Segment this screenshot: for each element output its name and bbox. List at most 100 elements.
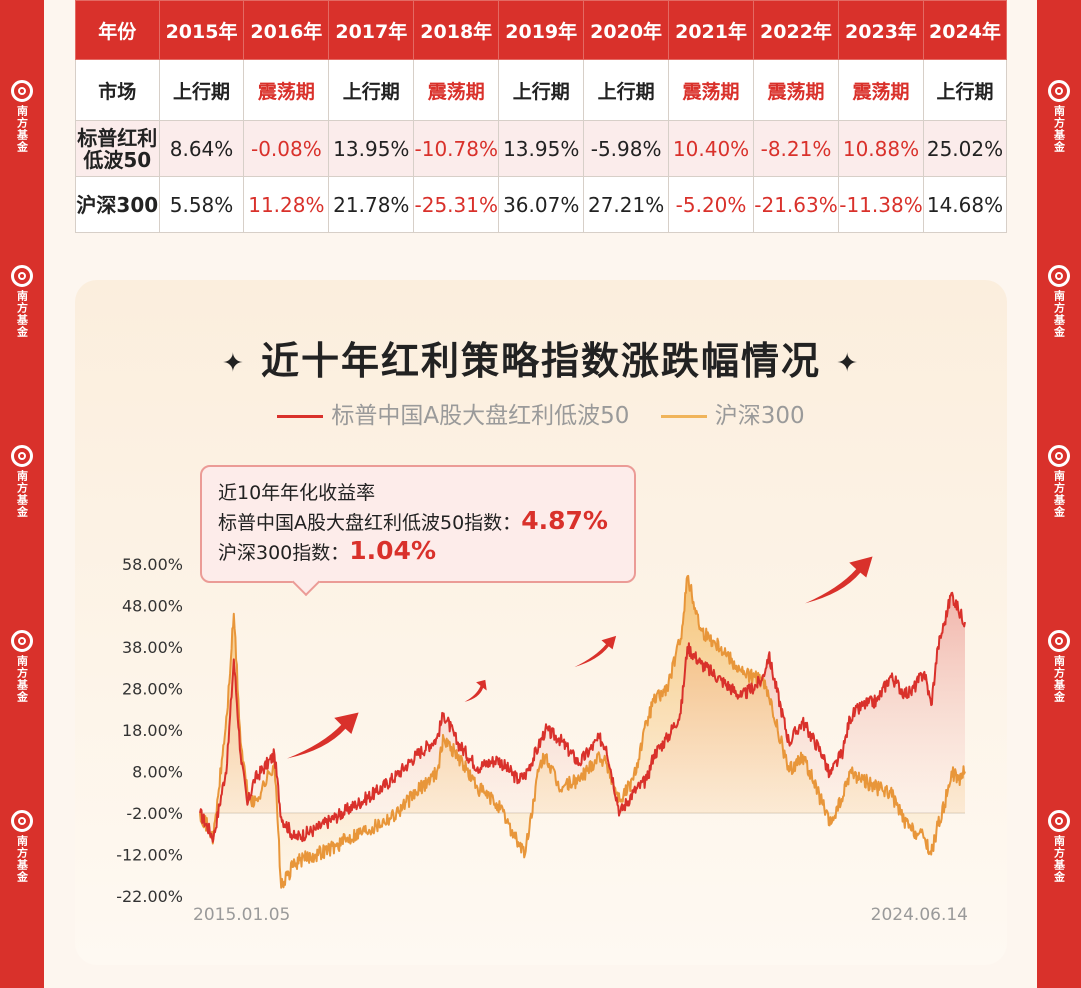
table-cell: 11.28% [243,176,330,233]
table-cell: -10.78% [413,120,500,177]
table-cell: 13.95% [498,120,585,177]
table-header-cell: 2021年 [668,0,754,60]
brand-logo-icon [11,810,33,832]
table-cell: 13.95% [328,120,415,177]
row-label: 市场 [75,59,160,121]
brand-logo-icon [1048,810,1070,832]
brand-logo-icon [11,80,33,102]
csi300-series-line [199,574,966,889]
table-header-cell: 2022年 [753,0,839,60]
table-cell: 5.58% [158,176,245,233]
brand-mark: 南方基金 [4,810,40,883]
x-start-label: 2015.01.05 [193,905,290,925]
table-cell: 36.07% [498,176,585,233]
table-cell: 10.40% [668,120,754,177]
chart-card [75,280,1007,965]
trend-arrow-icon [287,712,359,759]
table-header-cell: 2023年 [837,0,924,60]
legend-swatch [660,415,707,418]
sparkle-icon: ✦ [836,348,861,379]
table-cell: 8.64% [158,120,245,177]
chart-title: ✦ 近十年红利策略指数涨跌幅情况 ✦ [75,330,1007,385]
brand-mark: 南方基金 [4,265,40,338]
table-cell: 上行期 [158,59,245,121]
table-cell: -25.31% [413,176,500,233]
table-header-cell: 年份 [75,0,160,60]
callout-dividend-line: 标普中国A股大盘红利低波50指数：4.87% [218,506,608,535]
left-brand-strip: 南方基金 南方基金 南方基金 南方基金 南方基金 [0,0,44,988]
trend-arrow-shape [574,635,617,668]
trend-arrow-icon [805,556,873,604]
brand-mark: 南方基金 [4,80,40,153]
legend-item: 沪深300 [660,396,805,430]
table-cell: 上行期 [583,59,670,121]
table-cell: 上行期 [328,59,415,121]
y-tick-label: 8.00% [132,763,183,782]
y-tick-label: 48.00% [122,597,183,616]
right-brand-strip: 南方基金 南方基金 南方基金 南方基金 南方基金 [1037,0,1081,988]
y-tick-label: -2.00% [126,804,183,823]
row-label: 标普红利 低波50 [75,120,160,177]
table-cell: 上行期 [498,59,585,121]
table-header-cell: 2017年 [328,0,415,60]
brand-mark: 南方基金 [1041,445,1077,518]
brand-mark: 南方基金 [1041,810,1077,883]
chart-legend: 标普中国A股大盘红利低波50 沪深300 [75,396,1007,430]
legend-label: 沪深300 [714,403,805,429]
callout-heading: 近10年年化收益率 [218,482,376,504]
table-row: 标普红利 低波50 8.64% -0.08% 13.95% -10.78% 13.… [75,120,1008,177]
table-cell: -11.38% [837,176,924,233]
trend-arrow-shape [805,556,873,604]
y-tick-label: 28.00% [122,680,183,699]
table-cell: 25.02% [922,120,1008,177]
table-cell: 21.78% [328,176,415,233]
table-header-cell: 2019年 [498,0,585,60]
table-header-cell: 2016年 [243,0,330,60]
sparkle-icon: ✦ [221,348,246,379]
csi300-annual-return: 1.04% [349,536,436,565]
annualized-return-callout: 近10年年化收益率 标普中国A股大盘红利低波50指数：4.87% 沪深300指数… [200,465,636,597]
table-cell: -5.98% [583,120,670,177]
y-tick-label: 38.00% [122,638,183,657]
table-header-cell: 2018年 [413,0,500,60]
legend-label: 标普中国A股大盘红利低波50 [331,403,630,429]
brand-mark: 南方基金 [1041,265,1077,338]
brand-logo-icon [11,445,33,467]
trend-arrow-shape [464,679,487,702]
line-chart: 58.00% 48.00% 38.00% 28.00% 18.00% 8.00% -2.00… [116,555,968,925]
legend-item: 标普中国A股大盘红利低波50 [277,396,629,430]
legend-swatch [277,415,324,418]
table-header-cell: 2015年 [158,0,245,60]
table-cell: 14.68% [922,176,1008,233]
brand-logo-icon [1048,265,1070,287]
brand-logo-icon [1048,630,1070,652]
table-cell: 震荡期 [753,59,839,121]
dividend-series-line [199,591,966,843]
trend-arrow-shape [287,712,359,759]
x-end-label: 2024.06.14 [871,905,968,925]
table-header-row: 年份 2015年 2016年 2017年 2018年 2019年 2020年 2… [75,0,1008,60]
brand-mark: 南方基金 [1041,630,1077,703]
table-header-cell: 2020年 [583,0,670,60]
csi300-series-area [200,575,965,888]
trend-arrow-icon [464,679,487,702]
brand-mark: 南方基金 [1041,80,1077,153]
table-cell: 震荡期 [837,59,924,121]
table-cell: 震荡期 [413,59,500,121]
y-tick-label: -12.00% [116,846,183,865]
table-cell: -5.20% [668,176,754,233]
callout-csi300-line: 沪深300指数：1.04% [218,536,436,565]
table-cell: 27.21% [583,176,670,233]
brand-mark: 南方基金 [4,445,40,518]
y-tick-label: 18.00% [122,721,183,740]
row-label: 沪深300 [75,176,160,233]
market-phase-row: 市场 上行期 震荡期 上行期 震荡期 上行期 上行期 震荡期 震荡期 震荡期 上… [75,59,1008,121]
brand-logo-icon [1048,80,1070,102]
trend-arrow-icon [574,635,617,668]
table-header-cell: 2024年 [922,0,1008,60]
table-cell: 10.88% [837,120,924,177]
chart-title-text: 近十年红利策略指数涨跌幅情况 [260,339,821,383]
table-row: 沪深300 5.58% 11.28% 21.78% -25.31% 36.07%… [75,176,1008,233]
table-cell: 震荡期 [243,59,330,121]
brand-logo-icon [11,265,33,287]
